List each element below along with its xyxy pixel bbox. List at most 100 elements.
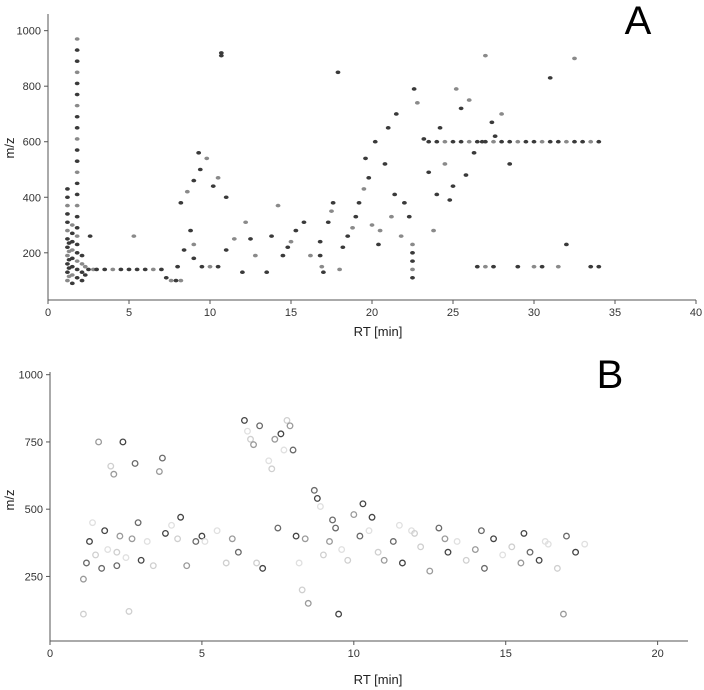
panel-a-data-point [319,264,325,269]
panel-a-data-point [87,234,93,238]
panel-a-data-point [547,139,553,144]
panel-b-data-point [316,503,324,510]
panel-a-data-point [361,187,367,191]
panel-b-ticks: 0 5 10 15 20 250 500 750 1000 [19,370,664,660]
panel-a-data-point [531,139,537,144]
panel-a-data-point [74,181,80,186]
panel-a: 0 5 10 15 20 25 30 35 40 200 400 600 800 1000 RT [min… [2,0,702,339]
panel-a-data-point [410,259,415,263]
panel-b-data-point [86,538,93,545]
panel-b-data-point [292,532,300,540]
panel-a-data-point [580,139,585,144]
panel-a-data-point [398,234,404,238]
panel-b-data-point [462,556,470,564]
panel-a-y-tick-label: 600 [23,137,41,149]
panel-a-data-point [74,170,80,175]
panel-b-y-tick-label: 500 [25,504,43,516]
panel-a-data-point [471,151,477,155]
panel-a-data-point [74,250,80,255]
panel-b-data-point [490,535,498,543]
panel-a-data-point [442,139,448,144]
panel-a-data-point [74,203,80,208]
panel-a-data-point [74,267,80,272]
panel-a-data-point [340,245,346,250]
panel-b-data-point [134,519,142,527]
panel-a-x-tick-label: 40 [690,307,702,319]
panel-a-data-point [442,162,448,166]
panel-a-data-point [431,228,436,233]
panel-a-data-point [65,237,70,241]
panel-b-letter: B [597,353,624,397]
panel-b-data-point [295,559,303,567]
panel-b-data-point [301,535,309,543]
panel-b-data-point [250,441,258,449]
panel-a-data-point [555,264,561,269]
panel-a-data-point [65,220,70,225]
panel-b-data-point [131,460,139,467]
panel-b-data-point [125,607,133,615]
panel-a-data-point [65,270,70,275]
panel-a-data-point [421,137,427,141]
panel-a-data-point [210,184,216,188]
panel-a-data-point [69,281,75,286]
panel-a-data-point [74,259,80,263]
panel-b-data-point [326,538,333,545]
panel-a-data-point [79,262,85,266]
panel-a-data-point [79,278,85,283]
panel-a-data-point [483,264,488,269]
panel-a-data-point [74,234,80,238]
panel-a-data-point [191,242,197,247]
panel-b-data-point [289,446,297,454]
panel-a-data-point [252,253,258,258]
panel-a-data-point [215,264,221,269]
panel-b-data-point [101,527,109,535]
panel-b-data-point [283,416,291,424]
panel-b-data-point [559,610,567,618]
panel-b-data-point [107,462,115,470]
panel-a-letter: A [625,0,652,43]
panel-b-data-point [398,559,406,567]
panel-a-data-point [288,239,294,244]
panel-b-data-point [83,559,90,567]
panel-a-data-point [317,253,323,258]
panel-a-data-point [65,262,70,266]
panel-a-data-point [269,234,274,238]
panel-a-data-point [74,114,80,119]
panel-a-data-point [531,264,537,269]
panel-b-data-point [380,556,388,564]
panel-a-data-point [330,201,336,205]
panel-a-data-point [385,126,391,130]
panel-a-data-point [86,267,91,272]
panel-a-data-point [596,264,602,269]
panel-a-data-point [74,159,80,163]
panel-b-data-point [240,416,248,424]
panel-a-data-point [181,248,187,252]
panel-b-data-point [517,559,525,567]
panel-b-x-tick-label: 5 [199,648,205,660]
panel-b-data-point [174,535,182,543]
panel-b-points [79,416,589,618]
panel-b-data-point [113,548,121,556]
panel-a-data-point [317,239,323,244]
panel-b-data-point [332,524,340,532]
panel-a-data-point [159,267,164,272]
panel-b-data-point [535,556,543,564]
panel-a-data-point [337,267,342,272]
panel-a-data-point [207,264,213,269]
panel-b-data-point [453,538,461,545]
panel-a-data-point [74,137,80,141]
panel-a-data-point [389,214,394,219]
panel-b-data-point [116,532,124,540]
panel-a-data-point [474,264,480,269]
panel-a-x-label: RT [min] [354,324,403,339]
panel-a-data-point [410,275,415,280]
panel-a-data-point [492,134,498,138]
panel-a-data-point [450,139,456,144]
panel-a-data-point [69,273,75,277]
panel-a-data-point [410,267,415,272]
panel-b-data-point [95,438,103,446]
panel-a-data-point [231,237,237,241]
panel-a-data-point [382,162,388,166]
panel-a-data-point [499,139,504,144]
